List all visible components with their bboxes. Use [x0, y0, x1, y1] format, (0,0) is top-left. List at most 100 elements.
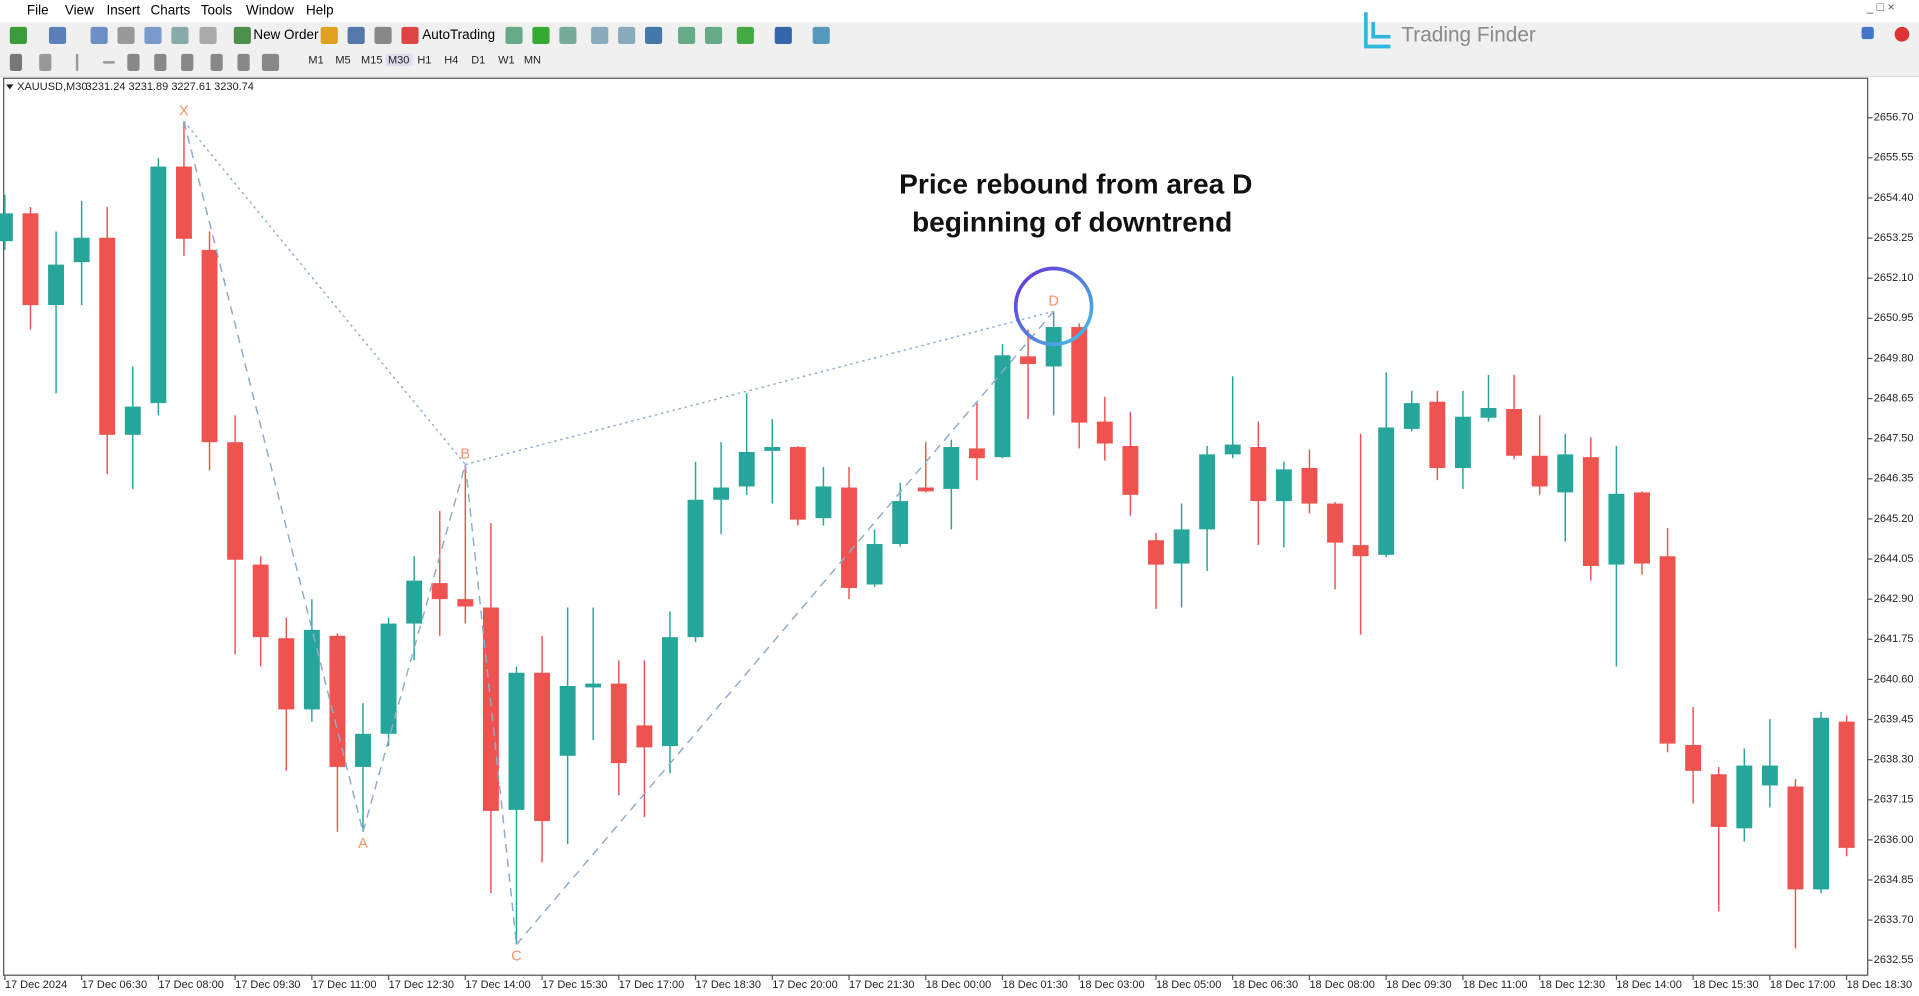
- icon[interactable]: [347, 26, 365, 45]
- candle-body: [1429, 401, 1446, 468]
- candle-body: [1480, 407, 1497, 418]
- menu-item[interactable]: Tools: [200, 3, 233, 19]
- icon[interactable]: [374, 26, 392, 45]
- new-order-button[interactable]: New Order: [253, 28, 319, 43]
- candle-body: [278, 638, 295, 710]
- timeframe-button[interactable]: W1: [498, 53, 515, 67]
- candle-body: [1761, 765, 1778, 786]
- candle-body: [1301, 467, 1318, 504]
- icon[interactable]: [812, 26, 830, 45]
- y-tick-label: 2653.25: [1874, 232, 1914, 244]
- y-tick-label: 2639.45: [1874, 713, 1914, 725]
- window-controls[interactable]: _ □ ×: [1866, 1, 1895, 15]
- pattern-label: C: [511, 949, 522, 965]
- icon[interactable]: [591, 26, 609, 45]
- icon[interactable]: [233, 26, 251, 45]
- timeframe-button[interactable]: M30: [385, 53, 412, 67]
- icon[interactable]: [644, 26, 663, 45]
- timeframe-button[interactable]: M5: [335, 53, 351, 67]
- timeframe-button[interactable]: M15: [361, 53, 383, 67]
- icon[interactable]: [127, 53, 140, 71]
- menu-item[interactable]: Help: [305, 3, 334, 19]
- icon[interactable]: [505, 26, 523, 45]
- menu-item[interactable]: File: [26, 3, 49, 19]
- candle-body: [329, 635, 346, 767]
- icon[interactable]: [401, 26, 419, 45]
- candle-body: [150, 166, 167, 404]
- search-icon[interactable]: [1861, 26, 1874, 40]
- icon[interactable]: [704, 26, 723, 45]
- icon[interactable]: [774, 26, 792, 45]
- icon[interactable]: [736, 26, 754, 45]
- icon[interactable]: [102, 61, 116, 64]
- timeframe-button[interactable]: D1: [471, 53, 486, 67]
- icon[interactable]: [181, 53, 194, 71]
- icon[interactable]: [559, 26, 577, 45]
- candle-body: [1685, 744, 1702, 771]
- x-tick-label: 17 Dec 12:30: [389, 979, 454, 991]
- y-tick-label: 2654.40: [1874, 192, 1914, 204]
- pattern-label: X: [179, 103, 189, 119]
- icon[interactable]: [199, 26, 217, 45]
- logo-text: Trading Finder: [1401, 24, 1536, 47]
- icon[interactable]: [532, 26, 550, 45]
- candle-body: [1531, 455, 1548, 487]
- y-tick-label: 2638.30: [1874, 754, 1914, 766]
- candle-body: [1710, 774, 1727, 827]
- icon[interactable]: [210, 53, 223, 71]
- candle-body: [994, 355, 1011, 458]
- icon[interactable]: [90, 26, 108, 45]
- pattern-line: [183, 121, 364, 833]
- icon[interactable]: [48, 26, 67, 45]
- candle-body: [201, 249, 218, 443]
- x-tick-label: 18 Dec 00:00: [926, 979, 991, 991]
- menu-item[interactable]: Window: [246, 3, 294, 19]
- candle-body: [1020, 356, 1037, 365]
- logo-icon: [1364, 12, 1391, 49]
- timeframe-button[interactable]: MN: [523, 53, 541, 67]
- autotrading-button[interactable]: AutoTrading: [422, 28, 496, 43]
- x-tick-label: 17 Dec 21:30: [849, 979, 914, 991]
- icon[interactable]: [261, 53, 280, 71]
- header-prices: 3231.24 3231.89 3227.61 3230.74: [86, 81, 254, 93]
- icon[interactable]: [117, 26, 135, 45]
- candle-body: [1199, 454, 1216, 530]
- candle-body: [687, 499, 704, 638]
- icon[interactable]: [171, 26, 189, 45]
- menu-item[interactable]: Insert: [106, 3, 141, 19]
- menu-item[interactable]: View: [64, 3, 94, 19]
- icon[interactable]: [678, 26, 696, 45]
- candle-body: [1071, 327, 1088, 423]
- notification-icon[interactable]: [1894, 26, 1910, 42]
- candle-body: [764, 447, 781, 451]
- icon[interactable]: [320, 26, 338, 45]
- icon[interactable]: [144, 26, 162, 45]
- y-tick-label: 2636.00: [1874, 834, 1914, 846]
- icon[interactable]: [9, 26, 27, 45]
- icon[interactable]: [75, 53, 79, 71]
- candle-body: [252, 564, 269, 638]
- candle-body: [1634, 492, 1650, 564]
- candle-body: [1659, 556, 1676, 744]
- y-tick-label: 2640.60: [1874, 673, 1914, 685]
- candle-body: [1403, 403, 1420, 429]
- icon[interactable]: [9, 53, 23, 71]
- candle-body: [22, 213, 39, 306]
- y-tick-label: 2637.15: [1874, 794, 1914, 806]
- y-tick-label: 2645.20: [1874, 513, 1914, 525]
- timeframe-button[interactable]: H1: [417, 53, 432, 67]
- candle-body: [1454, 416, 1471, 468]
- candle-body: [1275, 469, 1292, 502]
- menu-item[interactable]: Charts: [150, 3, 191, 19]
- x-tick-label: 18 Dec 08:00: [1309, 979, 1374, 991]
- icon[interactable]: [39, 53, 52, 71]
- plot: 2656.70 2655.55 2654.40 2653.25 2652.10 2650.…: [0, 103, 1914, 991]
- icon[interactable]: [618, 26, 636, 45]
- timeframe-button[interactable]: M1: [308, 53, 324, 67]
- candle-body: [1506, 409, 1523, 456]
- icon[interactable]: [154, 53, 167, 71]
- icon[interactable]: [237, 53, 250, 71]
- candle-body: [0, 213, 13, 242]
- timeframe-button[interactable]: H4: [444, 53, 459, 67]
